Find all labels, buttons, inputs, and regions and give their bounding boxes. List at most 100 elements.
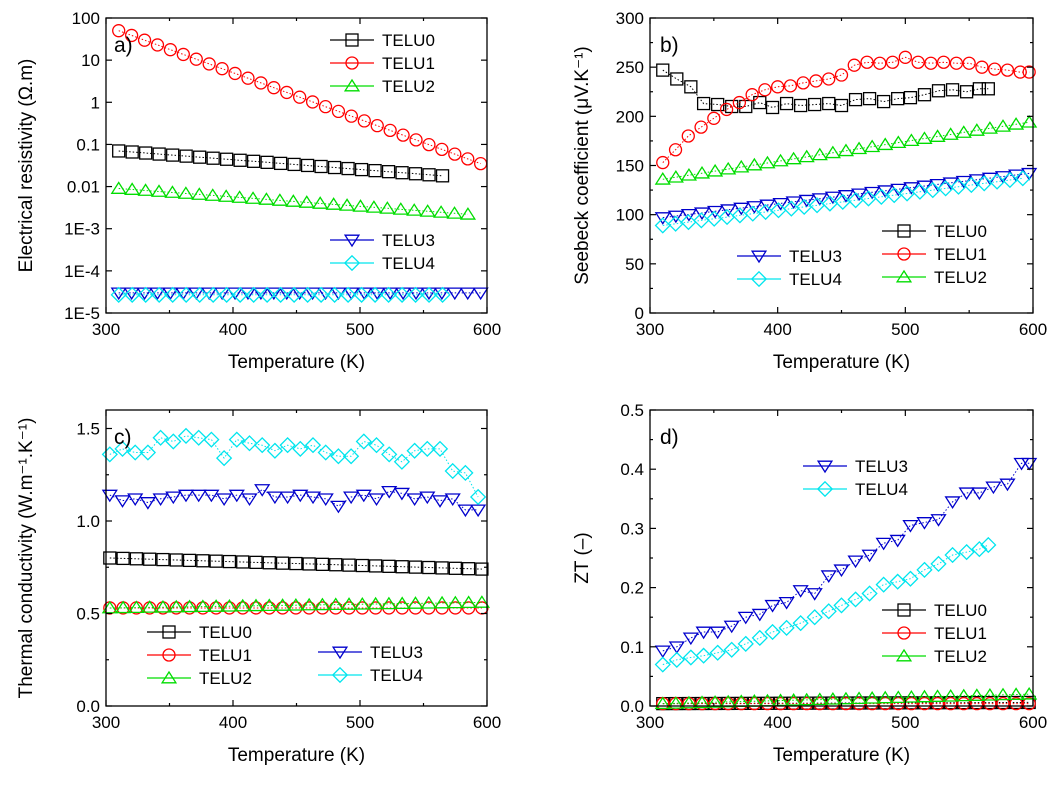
legend-marker xyxy=(343,254,361,272)
data-point xyxy=(431,440,449,457)
data-point xyxy=(733,159,750,173)
legend-marker xyxy=(160,670,178,684)
legend-entry-telu4: TELU4 xyxy=(803,480,908,499)
data-point xyxy=(837,190,855,203)
data-point xyxy=(746,201,763,214)
data-point xyxy=(274,598,291,611)
y-tick-label: 200 xyxy=(616,107,644,126)
data-point xyxy=(448,561,462,575)
legend-label: TELU3 xyxy=(855,457,908,476)
data-point xyxy=(902,519,919,533)
data-point xyxy=(395,166,409,180)
data-point xyxy=(753,95,767,110)
data-point xyxy=(668,651,685,668)
data-point xyxy=(127,444,144,461)
data-point xyxy=(469,488,487,506)
data-point xyxy=(822,72,836,86)
series-telu2 xyxy=(110,181,477,220)
data-point xyxy=(968,123,985,136)
data-point xyxy=(446,206,463,219)
data-point xyxy=(218,286,235,303)
data-point xyxy=(266,442,284,459)
data-point xyxy=(315,601,330,615)
data-point xyxy=(903,689,920,703)
series-telu2 xyxy=(654,686,1038,710)
series-telu4 xyxy=(110,286,451,303)
data-point xyxy=(945,83,960,97)
data-point xyxy=(654,212,671,225)
x-axis-label: Temperature (K) xyxy=(228,352,365,373)
series-line xyxy=(662,121,1030,180)
data-point xyxy=(958,543,975,561)
data-point xyxy=(165,433,182,450)
data-point xyxy=(329,558,343,572)
data-point xyxy=(757,203,774,221)
data-point xyxy=(999,478,1016,492)
data-point xyxy=(720,204,737,217)
data-point xyxy=(862,91,877,106)
legend-entry-telu1: TELU1 xyxy=(882,624,987,643)
legend-marker xyxy=(816,460,834,474)
data-point xyxy=(983,696,997,711)
y-axis-label: Electrical resistivity (Ω.m) xyxy=(16,59,37,273)
data-point xyxy=(808,197,826,214)
data-point xyxy=(889,573,906,590)
data-point xyxy=(942,688,959,702)
data-point xyxy=(380,596,397,610)
data-point xyxy=(929,129,946,142)
legend-entry-telu0: TELU0 xyxy=(882,601,987,620)
data-point xyxy=(406,203,423,216)
data-point xyxy=(916,180,933,194)
data-point xyxy=(720,161,737,175)
data-point xyxy=(287,597,304,611)
x-tick-label: 300 xyxy=(636,713,664,732)
data-point xyxy=(889,534,906,548)
data-point xyxy=(864,139,881,153)
legend-entry-telu1: TELU1 xyxy=(882,245,987,264)
data-point xyxy=(971,541,988,558)
legend-marker xyxy=(897,247,911,261)
data-point xyxy=(917,696,932,711)
data-point xyxy=(955,688,972,702)
data-point xyxy=(203,431,220,448)
data-point xyxy=(765,100,780,115)
data-point xyxy=(976,175,993,192)
data-point xyxy=(1001,171,1019,189)
data-point xyxy=(280,85,294,100)
data-point xyxy=(903,182,920,195)
series-telu4 xyxy=(654,170,1031,234)
data-point xyxy=(785,151,802,165)
data-point xyxy=(473,595,491,608)
data-point xyxy=(745,88,759,102)
data-point xyxy=(988,173,1006,190)
data-point xyxy=(798,692,815,706)
series-group xyxy=(654,457,1038,711)
data-point xyxy=(163,43,178,57)
data-point xyxy=(287,157,301,172)
legend-marker xyxy=(162,648,176,662)
data-point xyxy=(793,98,808,113)
series-line xyxy=(662,544,989,666)
data-point xyxy=(944,496,961,509)
y-tick-label: 50 xyxy=(625,255,644,274)
legend-entry-telu3: TELU3 xyxy=(737,247,842,266)
data-point xyxy=(693,165,711,179)
series-line xyxy=(662,56,1030,163)
data-point xyxy=(820,603,837,620)
data-point xyxy=(457,504,474,518)
data-point xyxy=(304,437,322,454)
data-point xyxy=(352,199,369,212)
data-point xyxy=(177,489,195,503)
y-tick-label: 0.01 xyxy=(67,178,100,197)
data-point xyxy=(305,95,320,109)
data-point xyxy=(848,92,863,107)
data-point xyxy=(141,600,158,613)
data-point xyxy=(670,72,684,86)
data-point xyxy=(232,286,249,303)
data-point xyxy=(824,692,841,705)
data-point xyxy=(764,623,781,641)
y-tick-label: 0 xyxy=(635,304,644,323)
data-point xyxy=(681,129,695,143)
data-point xyxy=(370,119,384,133)
data-point xyxy=(357,114,371,128)
